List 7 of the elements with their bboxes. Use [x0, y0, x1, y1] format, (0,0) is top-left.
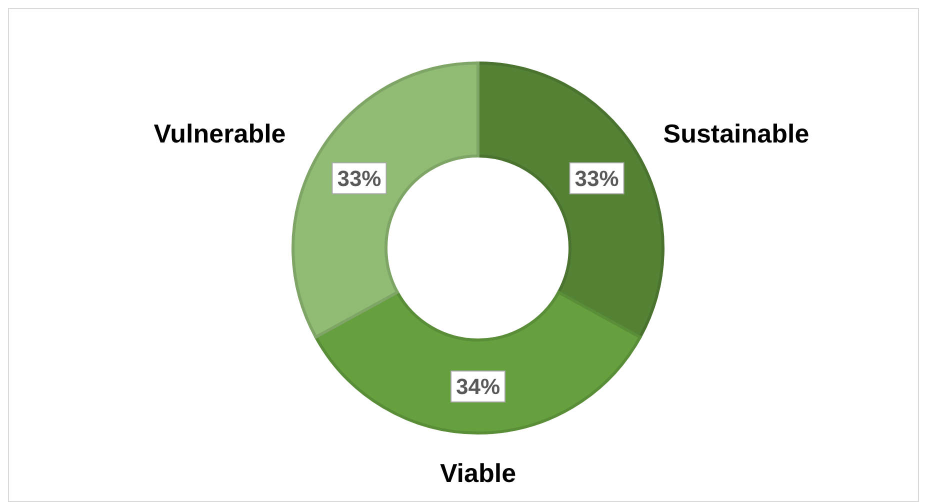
slice-label: Sustainable — [663, 118, 810, 148]
data-label: 33% — [574, 166, 619, 191]
slice-label: Viable — [440, 458, 516, 488]
donut-slice — [292, 62, 480, 339]
data-label: 33% — [337, 166, 382, 191]
slice-label: Vulnerable — [154, 118, 286, 148]
data-label: 34% — [456, 374, 500, 399]
